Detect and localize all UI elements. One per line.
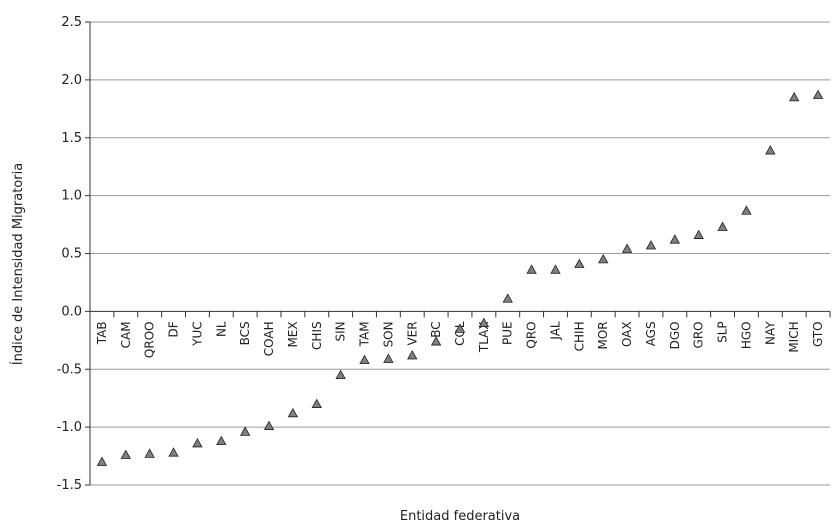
gridlines bbox=[90, 21, 830, 486]
category-label: QROO bbox=[143, 321, 157, 358]
category-label: CAM bbox=[119, 321, 133, 348]
data-point bbox=[526, 264, 537, 274]
data-points bbox=[96, 89, 824, 466]
data-point bbox=[789, 91, 800, 102]
category-label: VER bbox=[405, 321, 419, 345]
data-point bbox=[96, 456, 108, 466]
axes bbox=[85, 21, 831, 486]
data-point bbox=[765, 145, 776, 155]
data-point bbox=[168, 447, 179, 457]
data-point bbox=[359, 354, 370, 364]
category-label: MICH bbox=[787, 321, 801, 352]
category-label: GTO bbox=[811, 321, 825, 347]
data-point bbox=[216, 435, 227, 446]
data-point bbox=[192, 438, 203, 448]
y-tick-label: 2.0 bbox=[61, 73, 82, 88]
category-label: HGO bbox=[739, 321, 753, 349]
y-tick-label: -1.5 bbox=[57, 478, 82, 493]
data-point bbox=[812, 89, 824, 99]
y-tick-label: 2.5 bbox=[61, 15, 82, 30]
category-label: CHIS bbox=[310, 321, 324, 350]
data-point bbox=[550, 264, 561, 274]
category-label: MOR bbox=[596, 321, 610, 349]
category-label: MEX bbox=[286, 321, 300, 347]
data-point bbox=[335, 369, 346, 380]
data-point bbox=[383, 353, 394, 363]
category-label: OAX bbox=[620, 321, 634, 347]
data-point bbox=[669, 234, 681, 244]
data-point bbox=[693, 229, 704, 239]
category-label: TAB bbox=[95, 321, 109, 345]
category-label: SIN bbox=[334, 321, 348, 341]
category-label: SON bbox=[381, 321, 395, 347]
data-point bbox=[574, 258, 585, 268]
y-tick-label: -1.0 bbox=[57, 420, 82, 435]
category-label: COL bbox=[453, 321, 467, 346]
data-point bbox=[263, 420, 275, 430]
y-tick-label: 0.5 bbox=[61, 247, 82, 262]
category-label: DF bbox=[167, 321, 181, 337]
x-axis-title: Entidad federativa bbox=[400, 509, 520, 524]
data-point bbox=[144, 448, 155, 458]
y-tick-labels: 2.5 2.0 1.5 1.0 0.5 0.0 -0.5 -1.0 -1.5 bbox=[57, 15, 82, 493]
data-point bbox=[430, 336, 442, 346]
data-point bbox=[621, 243, 633, 253]
y-tick-label: 1.0 bbox=[61, 189, 82, 204]
category-label: TAM bbox=[358, 321, 372, 347]
data-point bbox=[598, 253, 609, 264]
y-axis-title: Índice de Intensidad Migratoria bbox=[10, 163, 26, 365]
category-label: JAL bbox=[548, 321, 562, 341]
data-point bbox=[502, 293, 513, 303]
category-label: NL bbox=[214, 321, 228, 337]
category-label: DGO bbox=[668, 321, 682, 349]
data-point bbox=[120, 449, 131, 459]
data-point bbox=[287, 407, 299, 418]
y-tick-label: 0.0 bbox=[61, 304, 82, 319]
data-point bbox=[407, 350, 418, 360]
data-point bbox=[741, 205, 752, 215]
data-point bbox=[645, 240, 657, 250]
category-label: COAH bbox=[262, 321, 276, 356]
category-label: CHIH bbox=[572, 321, 586, 351]
category-labels: TAB CAM QROO DF YUC NL BCS COAH MEX CHIS SIN TAM SON… bbox=[95, 321, 825, 358]
category-label: TLAX bbox=[477, 321, 491, 353]
data-point bbox=[478, 317, 490, 327]
y-tick-label: 1.5 bbox=[61, 131, 82, 146]
category-label: BC bbox=[429, 321, 443, 337]
category-label: GRO bbox=[692, 321, 706, 348]
category-label: AGS bbox=[644, 321, 658, 346]
data-point bbox=[454, 323, 466, 333]
category-label: QRO bbox=[525, 321, 539, 348]
category-label: BCS bbox=[238, 321, 252, 345]
category-label: PUE bbox=[501, 321, 515, 345]
category-label: YUC bbox=[190, 321, 204, 347]
data-point bbox=[311, 398, 322, 408]
y-tick-label: -0.5 bbox=[57, 362, 82, 377]
category-label: SLP bbox=[716, 321, 730, 343]
data-point bbox=[239, 426, 251, 436]
data-point bbox=[717, 221, 728, 231]
category-label: NAY bbox=[763, 321, 777, 345]
